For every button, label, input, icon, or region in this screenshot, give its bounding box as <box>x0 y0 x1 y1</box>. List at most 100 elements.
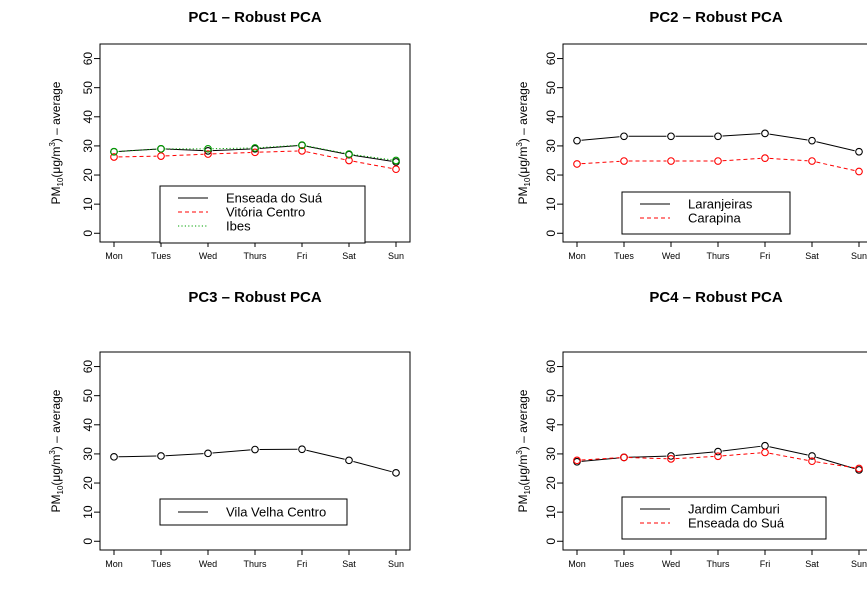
y-tick-label: 10 <box>81 197 95 211</box>
series-line-segment <box>259 150 298 153</box>
series-line-segment <box>769 133 808 141</box>
y-axis-label-suffix: ) – average <box>49 81 63 142</box>
y-axis-label-unit: (μg/m <box>516 147 530 178</box>
y-tick-label: 0 <box>544 230 558 237</box>
series-line-segment <box>722 445 761 452</box>
data-point <box>251 148 259 157</box>
x-tick-label: Sat <box>342 559 356 569</box>
y-axis-label-unit: (μg/m <box>516 455 530 486</box>
x-tick-label: Thurs <box>243 559 267 569</box>
data-point <box>620 132 628 141</box>
y-tick-label: 50 <box>81 81 95 95</box>
legend-label: Jardim Camburi <box>688 502 780 517</box>
series-line-segment <box>212 151 251 155</box>
legend-label: Vitória Centro <box>226 205 305 220</box>
series-2 <box>110 147 400 174</box>
data-point <box>110 147 118 156</box>
data-point <box>855 464 863 473</box>
y-tick-label: 20 <box>81 168 95 182</box>
series-line-segment <box>353 154 392 162</box>
x-tick-label: Sat <box>805 251 819 261</box>
series-line-segment <box>118 148 157 152</box>
data-point <box>808 452 816 460</box>
x-tick-label: Fri <box>760 251 771 261</box>
data-point <box>392 468 400 477</box>
series-line-segment <box>212 147 251 150</box>
y-tick-label: 60 <box>81 360 95 374</box>
series-line-segment <box>353 154 392 161</box>
legend-label: Enseada do Suá <box>226 191 323 206</box>
y-tick-label: 20 <box>81 476 95 490</box>
y-axis: 0 10 20 30 40 50 60 <box>81 360 100 545</box>
y-axis-label-main: PM <box>49 186 63 204</box>
x-tick-label: Sun <box>388 559 404 569</box>
data-point <box>251 445 259 454</box>
series-line-segment <box>581 136 620 141</box>
y-tick-label: 10 <box>544 197 558 211</box>
series-line-segment <box>212 148 251 152</box>
y-tick-label: 40 <box>81 418 95 432</box>
y-tick-label: 60 <box>81 52 95 66</box>
y-tick-label: 20 <box>544 168 558 182</box>
x-axis: Mon Tues Wed Thurs Fri Sat Sun <box>105 550 404 569</box>
series-line-segment <box>628 455 667 458</box>
x-axis: Mon Tues Wed Thurs Fri Sat Sun <box>568 242 867 261</box>
y-axis-label: PM10(μg/m3) – average <box>48 389 65 512</box>
data-point <box>251 144 259 152</box>
data-point <box>620 453 628 462</box>
data-point <box>714 132 722 141</box>
data-point <box>714 157 722 165</box>
data-point <box>761 448 769 457</box>
series-1 <box>110 445 400 477</box>
y-axis-label-unit: (μg/m <box>49 455 63 486</box>
series-line-segment <box>816 141 855 152</box>
data-point <box>298 445 306 454</box>
y-tick-label: 50 <box>81 389 95 403</box>
data-point <box>345 456 353 465</box>
legend-label: Vila Velha Centro <box>226 505 326 520</box>
y-tick-label: 10 <box>544 505 558 519</box>
series-line-segment <box>306 145 345 155</box>
legend-box <box>621 191 791 235</box>
y-tick-label: 30 <box>81 139 95 153</box>
y-axis-label-sub: 10 <box>523 177 532 186</box>
panel-3: PC3 – Robust PCA 0 10 20 30 40 50 60 Mon Tues Wed T… <box>48 289 411 569</box>
data-point <box>808 457 816 466</box>
series-line-segment <box>581 457 620 461</box>
series-line-segment <box>353 460 392 473</box>
series-line-segment <box>816 161 855 172</box>
x-tick-label: Tues <box>614 251 634 261</box>
series-line-segment <box>165 153 204 157</box>
y-axis-label-main: PM <box>49 494 63 512</box>
series-line-segment <box>722 133 761 137</box>
series-line-segment <box>118 148 157 152</box>
y-axis-label-unit: (μg/m <box>49 147 63 178</box>
data-point <box>157 152 165 160</box>
legend-label: Laranjeiras <box>688 197 753 212</box>
data-point <box>855 167 863 176</box>
y-axis-label-sup: 3 <box>515 450 524 455</box>
y-tick-label: 60 <box>544 52 558 66</box>
x-tick-label: Thurs <box>243 251 267 261</box>
data-point <box>392 165 400 174</box>
x-tick-label: Thurs <box>706 559 730 569</box>
legend-box <box>621 496 827 540</box>
x-tick-label: Wed <box>662 251 680 261</box>
data-point <box>714 452 722 461</box>
data-point <box>157 452 165 460</box>
data-point <box>110 452 118 461</box>
series-1 <box>573 129 863 156</box>
data-point <box>667 157 675 165</box>
series-line-segment <box>581 457 620 462</box>
y-tick-label: 0 <box>81 538 95 545</box>
series-line-segment <box>675 455 714 460</box>
data-point <box>110 153 118 161</box>
series-line-segment <box>769 452 808 461</box>
y-axis-label-main: PM <box>516 494 530 512</box>
data-point <box>620 157 628 165</box>
series-line-segment <box>769 446 808 456</box>
data-point <box>808 157 816 165</box>
